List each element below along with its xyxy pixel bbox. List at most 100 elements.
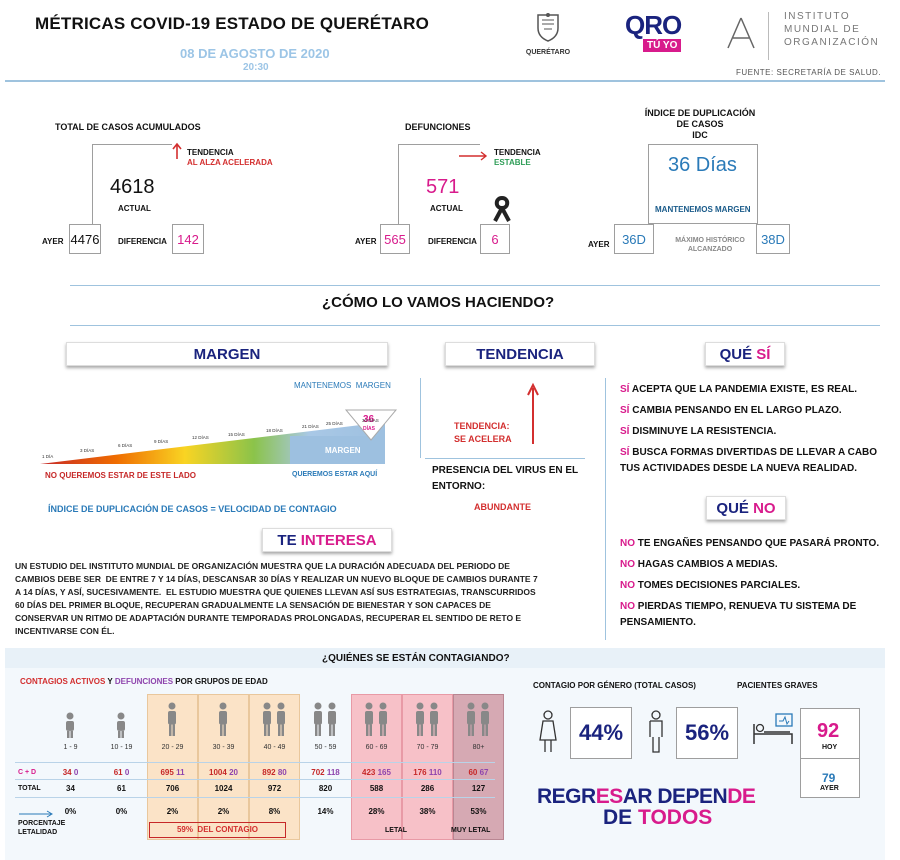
list-item-text: TE ENGAÑES PENSANDO QUE PASARÁ PRONTO. xyxy=(635,538,880,549)
yes-list-item: SÍ CAMBIA PENSANDO EN EL LARGO PLAZO. xyxy=(620,403,842,418)
presence-line-2: ENTORNO: xyxy=(432,481,486,492)
active-count: 1004 xyxy=(209,768,227,777)
presence-line-1: PRESENCIA DEL VIRUS EN EL xyxy=(432,465,579,476)
institute-line-3: ORGANIZACIÓN xyxy=(784,37,880,48)
severe-yesterday: 79 xyxy=(822,771,836,785)
list-item-key: NO xyxy=(620,559,635,570)
deaths-count: 165 xyxy=(377,768,391,777)
report-time: 20:30 xyxy=(243,62,269,73)
person-icon xyxy=(412,702,442,741)
arrow-right-small-icon xyxy=(18,805,54,823)
yes-tag: QUÉ SÍ xyxy=(705,342,785,366)
interest-text: UN ESTUDIO DEL INSTITUTO MUNDIAL DE ORGA… xyxy=(15,560,538,638)
day-label: 9 DÍAS xyxy=(154,438,168,444)
idc-title-line-3: IDC xyxy=(692,130,708,140)
no-tag: QUÉ NO xyxy=(706,496,786,520)
age-range-label: 20 - 29 xyxy=(161,744,184,751)
age-column-highlight xyxy=(402,694,453,840)
age-column-highlight xyxy=(453,694,504,840)
arrow-right-icon xyxy=(458,148,488,166)
day-label: 3 DÍAS xyxy=(80,447,94,453)
day-label: 1 DÍA xyxy=(42,453,53,459)
no-tag-prefix: QUÉ xyxy=(716,499,754,517)
source-note: FUENTE: SECRETARÍA DE SALUD. xyxy=(736,68,881,77)
list-item-key: SÍ xyxy=(620,384,630,395)
deaths-title: DEFUNCIONES xyxy=(405,122,471,132)
idc-max-label: MÁXIMO HISTÓRICO ALCANZADO xyxy=(664,236,756,254)
list-item-text: TOMES DECISIONES PARCIALES. xyxy=(635,580,801,591)
interest-tag: TE INTERESA xyxy=(262,528,392,552)
slogan-line-1: REGRESAR DEPENDE xyxy=(537,785,756,809)
interest-line: CONSERVAR UN RITMO DE ADAPTACIÓN DURANTE… xyxy=(15,613,522,623)
idc-max-label-2: ALCANZADO xyxy=(687,246,733,253)
severe-yesterday-label: AYER xyxy=(820,785,839,792)
deaths-trend-label: TENDENCIA xyxy=(494,148,541,157)
qro-logo-text: QRO xyxy=(625,10,682,40)
legend-suffix: POR GRUPOS DE EDAD xyxy=(173,677,268,686)
deaths-count: 11 xyxy=(176,768,185,777)
female-icon xyxy=(537,710,559,759)
trend-tag: TENDENCIA xyxy=(445,342,595,366)
no-list-item: NO PIERDAS TIEMPO, RENUEVA TU SISTEMA DE xyxy=(620,599,856,614)
age-column-highlight xyxy=(249,694,300,840)
list-item-text: TUS ACTIVIDADES DESDE LA NUEVA REALIDAD. xyxy=(620,463,858,474)
person-icon xyxy=(361,702,391,741)
active-count: 695 xyxy=(160,768,174,777)
deaths-count: 20 xyxy=(229,768,238,777)
cases-title: TOTAL DE CASOS ACUMULADOS xyxy=(55,122,201,132)
person-icon xyxy=(164,702,180,741)
yes-tag-highlight: SÍ xyxy=(756,345,771,363)
active-deaths-cell: 695 11 xyxy=(147,768,198,777)
person-icon xyxy=(215,702,231,741)
deaths-main-box xyxy=(398,144,480,224)
qro-tuyo-logo: QRO TÚ YO xyxy=(625,12,695,60)
no-list-item: PENSAMIENTO. xyxy=(620,615,696,630)
female-pct: 44% xyxy=(570,707,632,759)
age-range-label: 50 - 59 xyxy=(314,744,337,751)
age-range-label: 70 - 79 xyxy=(416,744,439,751)
table-row-divider xyxy=(15,762,495,763)
total-cell: 34 xyxy=(66,784,75,793)
active-count: 423 xyxy=(362,768,376,777)
lethality-cell: 14% xyxy=(317,807,334,816)
deaths-count: 67 xyxy=(479,768,489,777)
table-row-divider xyxy=(15,779,495,780)
lethality-cell: 0% xyxy=(115,807,128,816)
list-item-text: BUSCA FORMAS DIVERTIDAS DE LLEVAR A CABO xyxy=(629,447,878,458)
arrow-up-icon xyxy=(172,142,182,165)
list-item-key: NO xyxy=(620,601,635,612)
deaths-yesterday-label: AYER xyxy=(355,237,377,246)
idc-yesterday-label: AYER xyxy=(588,240,610,249)
lethal-label: LETAL xyxy=(385,827,408,834)
no-list-item: NO TOMES DECISIONES PARCIALES. xyxy=(620,578,800,593)
deaths-trend-value: ESTABLE xyxy=(494,158,531,167)
active-count: 892 xyxy=(262,768,276,777)
list-item-text: HAGAS CAMBIOS A MEDIAS. xyxy=(635,559,778,570)
slogan-part-2: ES xyxy=(595,785,624,808)
total-cell: 127 xyxy=(471,784,486,793)
active-deaths-cell: 892 80 xyxy=(249,768,300,777)
slogan-part-6: TODOS xyxy=(638,806,713,829)
cases-current: 4618 xyxy=(110,176,155,198)
row-label-pct: PORCENTAJE LETALIDAD xyxy=(18,819,65,837)
page-title: MÉTRICAS COVID-19 ESTADO DE QUERÉTARO xyxy=(35,14,430,33)
person-icon xyxy=(310,702,340,741)
deaths-count: 0 xyxy=(73,768,79,777)
list-item-text: DISMINUYE LA RESISTENCIA. xyxy=(629,426,777,437)
slogan-part-4: DE xyxy=(727,785,756,808)
interest-line: CAMBIOS DEBE SER DE ENTRE 7 Y 14 DÍAS, D… xyxy=(15,574,538,584)
lethality-cell: 53% xyxy=(470,807,487,816)
lethality-cell: 0% xyxy=(64,807,77,816)
how-bottom-divider xyxy=(70,325,880,326)
institute-divider xyxy=(768,12,769,60)
legend-and: Y xyxy=(105,677,115,686)
list-item-text: PENSAMIENTO. xyxy=(620,617,696,628)
keep-margin-label: MANTENEMOS MARGEN xyxy=(294,381,391,390)
day-label: 15 DÍAS xyxy=(228,431,245,437)
interest-tag-highlight: INTERESA xyxy=(300,531,377,549)
cases-main-box xyxy=(92,144,172,224)
day-label: 25 DÍAS xyxy=(326,420,343,426)
no-list-item: NO TE ENGAÑES PENSANDO QUE PASARÁ PRONTO… xyxy=(620,536,879,551)
institute-line-2: MUNDIAL DE xyxy=(784,24,861,35)
interest-tag-prefix: TE xyxy=(277,531,301,549)
